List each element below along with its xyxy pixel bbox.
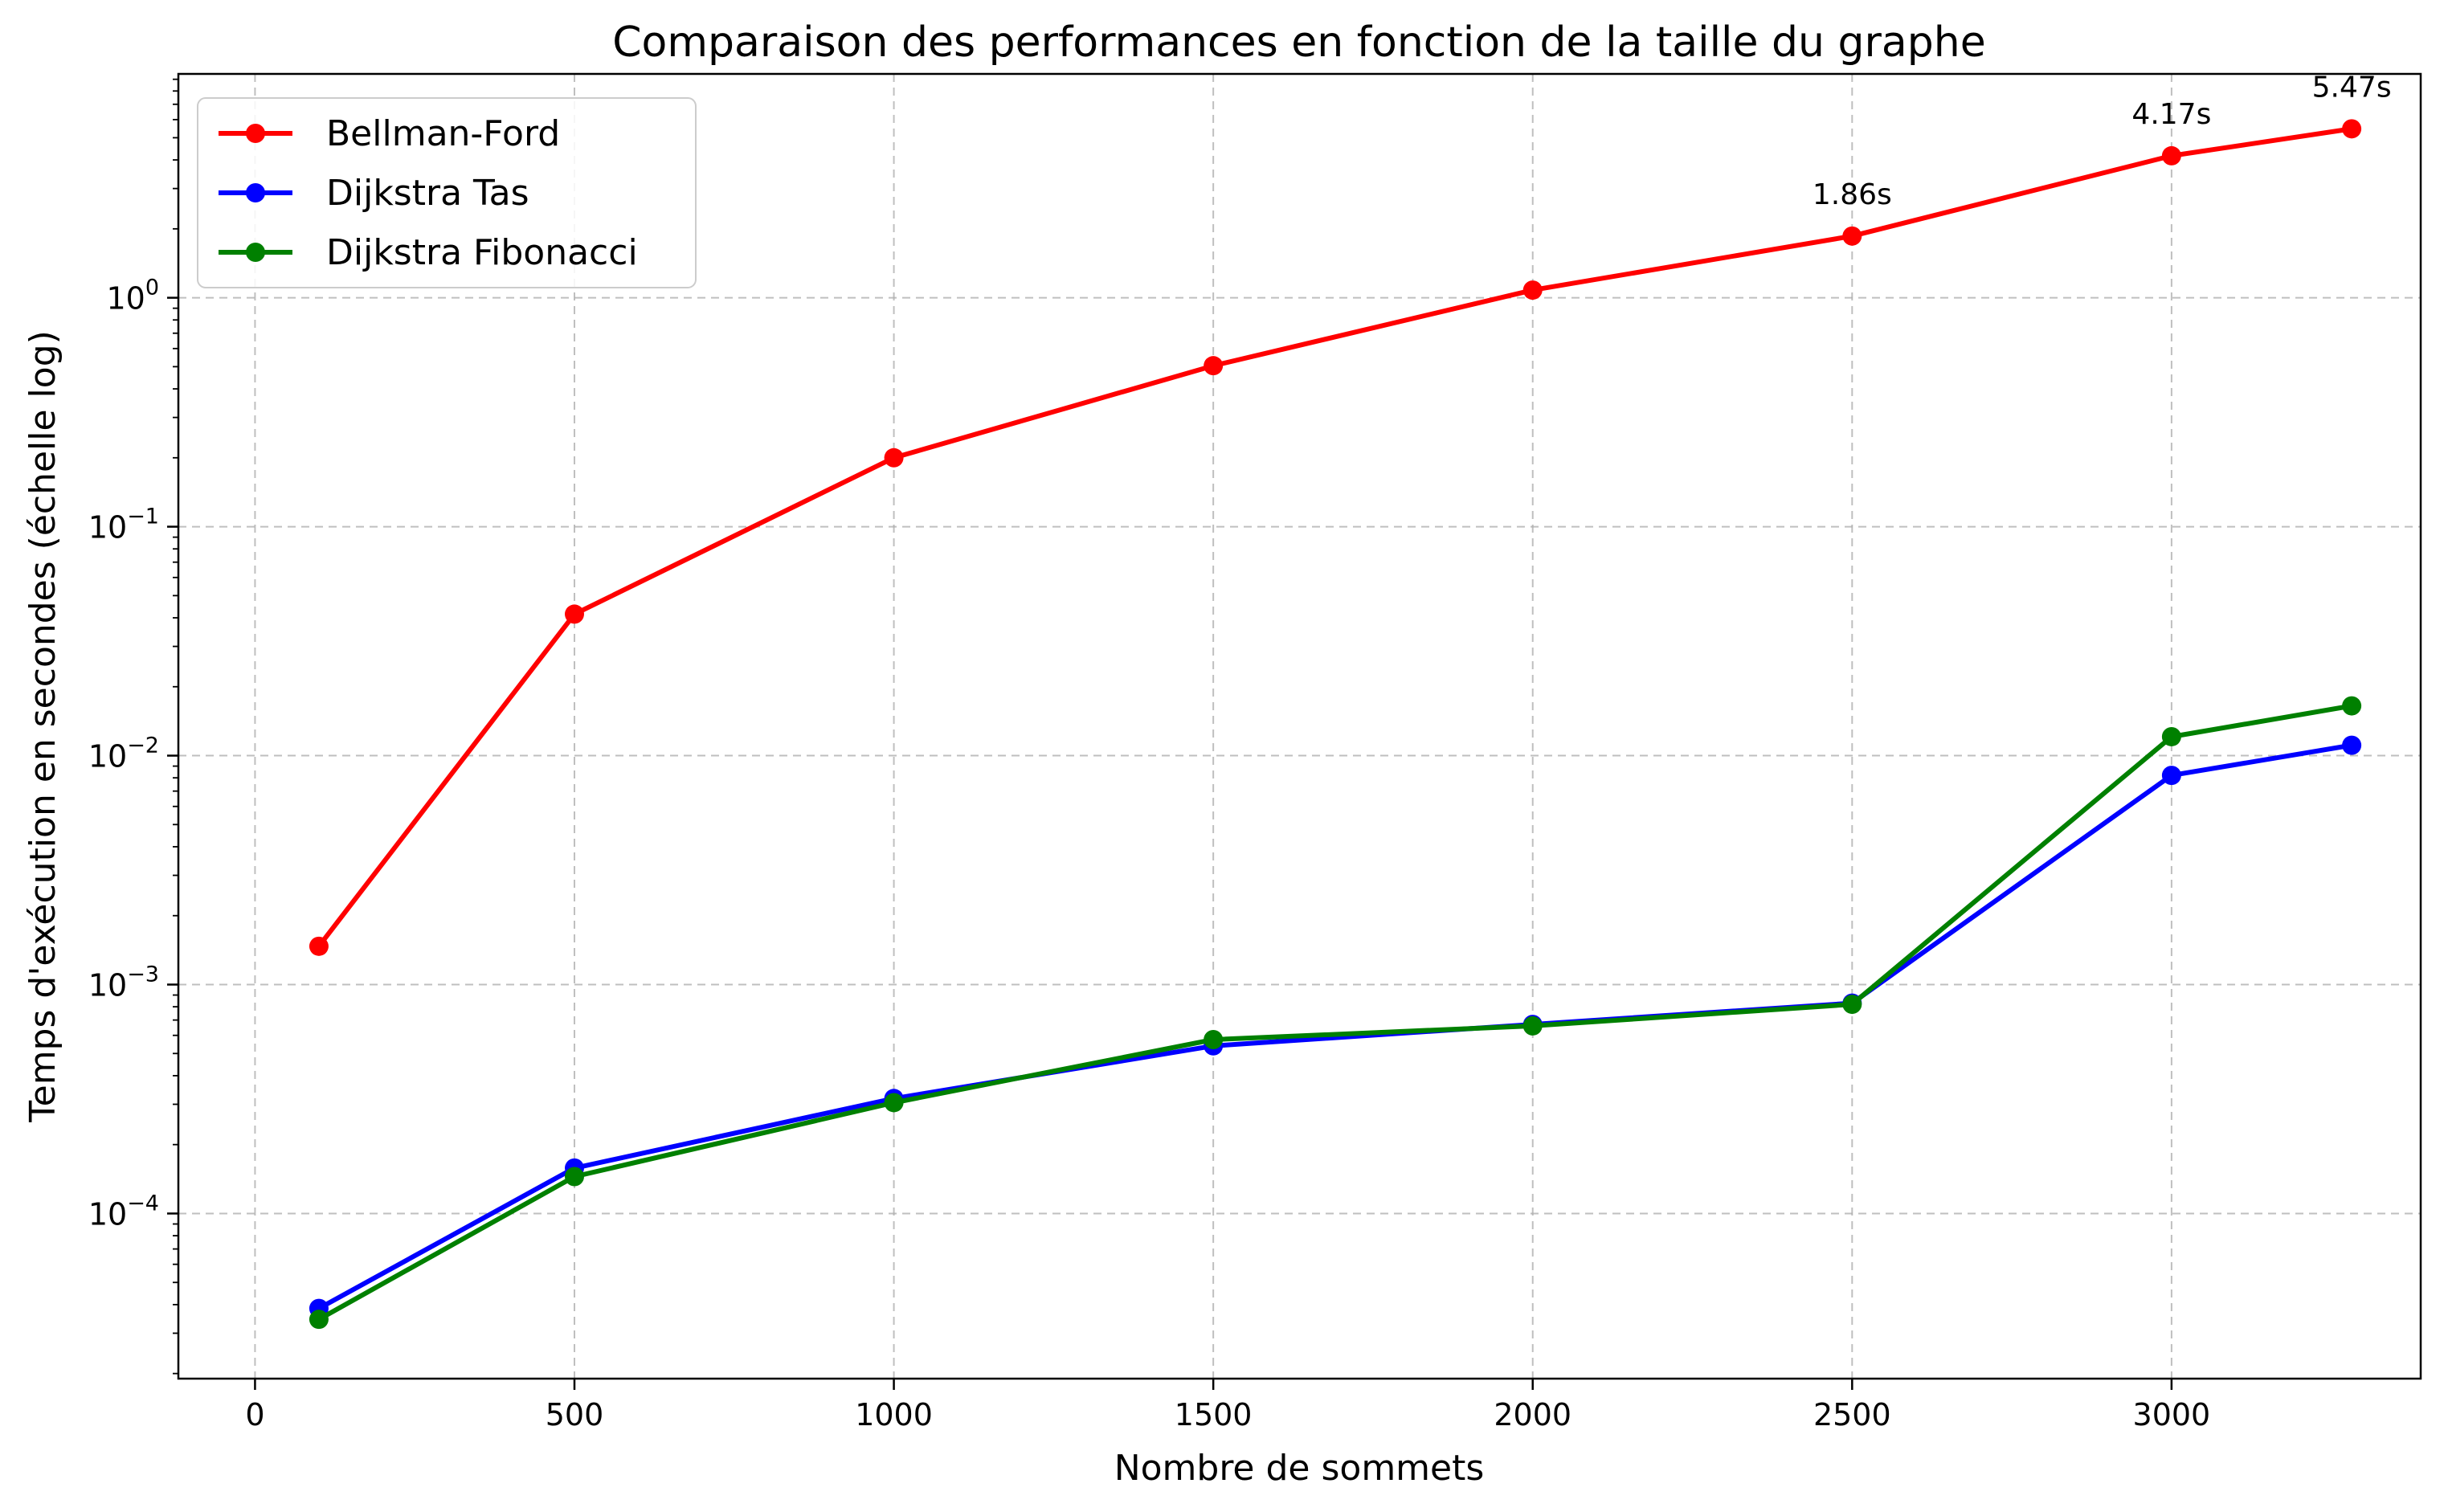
data-point xyxy=(1842,226,1862,246)
y-tick-label: 10−2 xyxy=(88,734,159,774)
x-tick-label: 2000 xyxy=(1494,1397,1571,1432)
legend-marker xyxy=(246,243,265,262)
x-axis-label: Nombre de sommets xyxy=(1114,1448,1485,1489)
axes: 0 500 1000 1500 2000 2500 3000 10−4 10−3 10−2 10−1… xyxy=(88,78,2211,1432)
x-tick-label: 0 xyxy=(245,1397,264,1432)
series-line-0 xyxy=(317,126,2352,948)
data-point xyxy=(2161,145,2181,166)
y-tick-label: 100 xyxy=(106,276,159,317)
legend-label: Dijkstra Tas xyxy=(326,173,529,214)
data-point xyxy=(309,936,329,956)
data-point xyxy=(1204,1029,1224,1049)
legend-marker xyxy=(246,183,265,202)
data-point xyxy=(309,1310,329,1330)
data-point xyxy=(1842,995,1862,1015)
data-point xyxy=(1522,280,1543,300)
data-point xyxy=(2342,696,2362,716)
data-point xyxy=(1522,1015,1543,1036)
data-point xyxy=(564,1167,584,1187)
data-point xyxy=(564,604,584,624)
legend-label: Dijkstra Fibonacci xyxy=(326,232,638,273)
data-point xyxy=(2342,735,2362,755)
legend-marker xyxy=(246,124,265,143)
value-annotation: 5.47s xyxy=(2312,71,2392,104)
data-point xyxy=(2161,766,2181,786)
data-point xyxy=(884,447,904,468)
x-tick-label: 3000 xyxy=(2133,1397,2211,1432)
legend-label: Bellman-Ford xyxy=(326,113,560,154)
series-lines xyxy=(309,119,2362,1330)
value-annotation: 4.17s xyxy=(2131,98,2211,131)
legend-box xyxy=(197,97,697,288)
y-tick-label: 10−3 xyxy=(88,962,159,1003)
plot-frame xyxy=(177,72,2422,1380)
data-point xyxy=(1204,356,1224,376)
y-tick-label: 10−4 xyxy=(88,1191,159,1232)
annotations: 1.86s 4.17s 5.47s xyxy=(1813,71,2392,210)
y-tick-label: 10−1 xyxy=(88,505,159,546)
grid-lines xyxy=(178,74,2421,1379)
x-tick-label: 2500 xyxy=(1813,1397,1891,1432)
x-tick-label: 500 xyxy=(546,1397,604,1432)
y-axis-label: Temps d'exécution en secondes (échelle l… xyxy=(22,330,63,1123)
series-line-2 xyxy=(317,703,2352,1322)
value-annotation: 1.86s xyxy=(1813,178,1892,211)
x-tick-label: 1000 xyxy=(855,1397,933,1432)
data-point xyxy=(2342,119,2362,139)
x-tick-label: 1500 xyxy=(1175,1397,1253,1432)
data-point xyxy=(2161,726,2181,746)
data-point xyxy=(884,1093,904,1113)
chart-title: Comparaison des performances en fonction… xyxy=(612,18,1985,67)
legend: Bellman-Ford Dijkstra Tas Dijkstra Fibonac… xyxy=(197,97,697,288)
